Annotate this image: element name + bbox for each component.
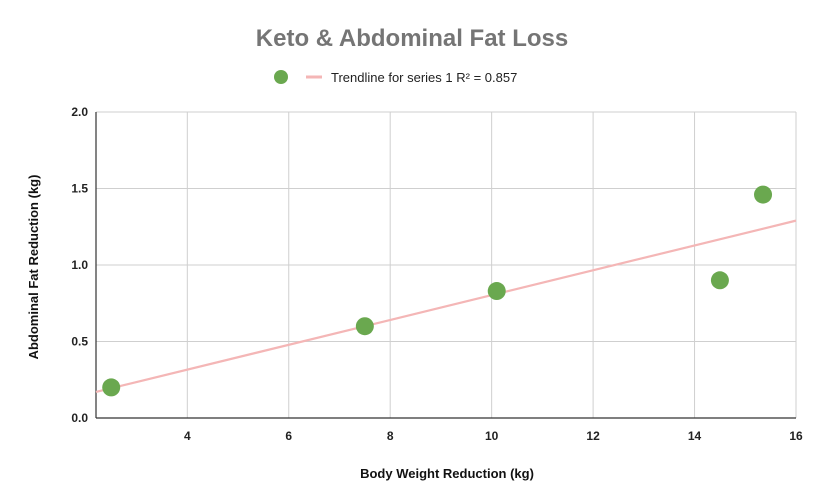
y-tick-label: 1.0 (71, 258, 88, 272)
y-tick-label: 0.5 (71, 335, 88, 349)
legend-series-marker (274, 70, 288, 84)
axes (95, 112, 796, 419)
chart-title: Keto & Abdominal Fat Loss (256, 25, 568, 52)
legend-trendline-label: Trendline for series 1 R² = 0.857 (331, 70, 517, 85)
trendline-layer (95, 219, 797, 394)
x-tick-label: 6 (285, 429, 292, 443)
data-points (102, 185, 773, 397)
data-point (487, 282, 506, 301)
legend: Trendline for series 1 R² = 0.857 (274, 70, 517, 85)
x-tick-label: 14 (688, 429, 702, 443)
x-axis-title: Body Weight Reduction (kg) (360, 466, 534, 481)
x-tick-label: 12 (586, 429, 600, 443)
x-tick-label: 16 (789, 429, 803, 443)
data-point (710, 271, 729, 290)
trendline (95, 219, 797, 394)
data-point (102, 378, 121, 397)
x-tick-label: 10 (485, 429, 499, 443)
y-tick-label: 1.5 (71, 182, 88, 196)
x-tick-label: 8 (387, 429, 394, 443)
data-point (754, 185, 773, 204)
tick-labels: 0.0 0.5 1.0 1.5 2.0 4 6 8 10 12 14 16 (71, 105, 803, 443)
x-tick-label: 4 (184, 429, 191, 443)
y-axis-title: Abdominal Fat Reduction (kg) (26, 175, 41, 360)
y-tick-label: 0.0 (71, 411, 88, 425)
y-tick-label: 2.0 (71, 105, 88, 119)
data-point (355, 317, 374, 336)
gridlines (96, 111, 797, 418)
